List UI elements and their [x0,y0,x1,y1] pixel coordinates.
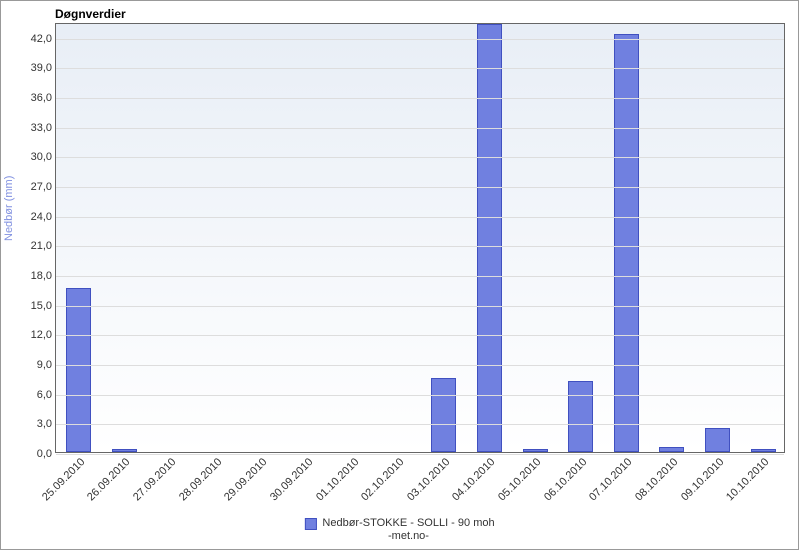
x-tick-label: 03.10.2010 [405,456,452,503]
x-tick-label: 08.10.2010 [633,456,680,503]
x-tick-label: 10.10.2010 [724,456,771,503]
grid-line [56,424,784,425]
y-tick-label: 15,0 [31,300,52,312]
grid-line [56,39,784,40]
y-tick-label: 3,0 [37,418,52,430]
bar [66,288,91,452]
grid-line [56,187,784,188]
x-tick-label: 05.10.2010 [496,456,543,503]
x-tick-label: 01.10.2010 [314,456,361,503]
bar [659,447,684,452]
grid-line [56,276,784,277]
bar [705,428,730,452]
y-tick-label: 21,0 [31,240,52,252]
grid-line [56,395,784,396]
plot-area: 0,03,06,09,012,015,018,021,024,027,030,0… [55,23,785,453]
bar [477,24,502,452]
legend-text: Nedbør-STOKKE - SOLLI - 90 moh -met.no- [322,517,494,543]
bar [523,449,548,452]
chart-container: Døgnverdier Nedbør (mm) 0,03,06,09,012,0… [0,0,799,550]
y-tick-label: 0,0 [37,448,52,460]
x-tick-label: 04.10.2010 [451,456,498,503]
y-tick-label: 33,0 [31,122,52,134]
grid-line [56,454,784,455]
legend-line-2: -met.no- [322,530,494,543]
x-tick-label: 29.09.2010 [222,456,269,503]
x-tick-label: 28.09.2010 [177,456,224,503]
grid-line [56,306,784,307]
y-tick-label: 6,0 [37,389,52,401]
y-tick-label: 30,0 [31,151,52,163]
chart-title: Døgnverdier [55,7,126,21]
x-tick-label: 07.10.2010 [587,456,634,503]
grid-line [56,365,784,366]
x-tick-label: 25.09.2010 [40,456,87,503]
grid-line [56,335,784,336]
legend-swatch [304,518,316,530]
x-tick-label: 27.09.2010 [131,456,178,503]
y-tick-label: 12,0 [31,329,52,341]
y-axis-label: Nedbør (mm) [3,176,15,241]
x-tick-label: 06.10.2010 [542,456,589,503]
y-tick-label: 42,0 [31,33,52,45]
legend-line-1: Nedbør-STOKKE - SOLLI - 90 moh [322,517,494,530]
bar [431,378,456,452]
grid-line [56,217,784,218]
y-tick-label: 24,0 [31,211,52,223]
y-tick-label: 39,0 [31,62,52,74]
y-tick-label: 18,0 [31,270,52,282]
y-tick-label: 27,0 [31,181,52,193]
grid-line [56,98,784,99]
grid-line [56,68,784,69]
grid-line [56,157,784,158]
bar [614,34,639,452]
bar [751,449,776,452]
x-tick-label: 30.09.2010 [268,456,315,503]
x-tick-label: 02.10.2010 [359,456,406,503]
y-tick-label: 36,0 [31,92,52,104]
grid-line [56,246,784,247]
legend: Nedbør-STOKKE - SOLLI - 90 moh -met.no- [304,517,494,543]
bar [568,381,593,452]
grid-line [56,128,784,129]
y-tick-label: 9,0 [37,359,52,371]
bars-layer [56,24,784,452]
bar [112,449,137,452]
x-tick-label: 09.10.2010 [679,456,726,503]
x-tick-label: 26.09.2010 [86,456,133,503]
